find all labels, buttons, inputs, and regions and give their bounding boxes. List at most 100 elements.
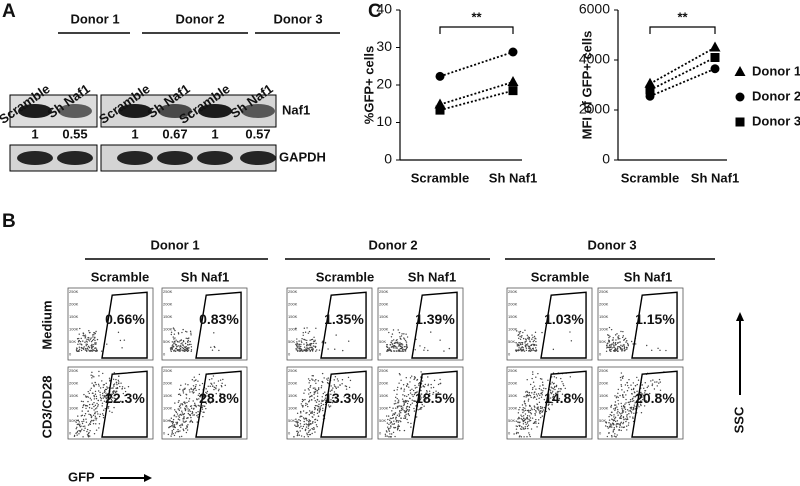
event-dot bbox=[403, 388, 406, 390]
event-dot bbox=[79, 340, 82, 343]
flow-tick: 100K bbox=[599, 406, 609, 411]
event-dot bbox=[619, 341, 621, 343]
event-dot bbox=[188, 337, 190, 339]
event-dot bbox=[612, 431, 614, 433]
event-dot bbox=[555, 385, 558, 388]
event-dot bbox=[395, 416, 397, 419]
flow-tick: 0 bbox=[379, 431, 382, 436]
gate-percentage: 1.35% bbox=[324, 311, 364, 327]
flow-tick: 200K bbox=[288, 381, 298, 386]
event-dot bbox=[625, 420, 627, 423]
event-dot bbox=[321, 372, 324, 375]
marker bbox=[709, 41, 721, 52]
event-dot bbox=[392, 431, 395, 434]
event-dot bbox=[349, 379, 352, 382]
event-dot bbox=[348, 340, 350, 342]
event-dot bbox=[331, 401, 334, 404]
event-dot bbox=[304, 417, 307, 420]
event-dot bbox=[93, 349, 95, 352]
event-dot bbox=[430, 331, 432, 333]
event-dot bbox=[623, 345, 625, 347]
event-dot bbox=[392, 416, 395, 419]
flow-tick: 100K bbox=[69, 327, 79, 332]
event-dot bbox=[316, 398, 319, 401]
event-dot bbox=[401, 344, 404, 346]
flow-tick: 50K bbox=[379, 339, 386, 344]
event-dot bbox=[621, 349, 623, 352]
event-dot bbox=[90, 399, 93, 401]
event-dot bbox=[522, 407, 524, 409]
event-dot bbox=[405, 345, 407, 348]
event-dot bbox=[523, 410, 525, 412]
event-dot bbox=[188, 413, 191, 416]
event-dot bbox=[322, 381, 324, 384]
y-tick-label: 40 bbox=[376, 1, 392, 17]
event-dot bbox=[643, 392, 646, 394]
event-dot bbox=[173, 333, 176, 335]
event-dot bbox=[396, 347, 398, 350]
event-dot bbox=[636, 376, 638, 379]
event-dot bbox=[437, 383, 440, 386]
marker bbox=[435, 71, 445, 81]
event-dot bbox=[537, 393, 540, 395]
event-dot bbox=[83, 420, 85, 422]
event-dot bbox=[528, 415, 531, 417]
event-dot bbox=[629, 416, 631, 418]
event-dot bbox=[296, 433, 299, 435]
flow-tick: 50K bbox=[288, 339, 295, 344]
event-dot bbox=[627, 384, 629, 387]
event-dot bbox=[612, 341, 615, 344]
event-dot bbox=[613, 414, 615, 416]
event-dot bbox=[632, 343, 634, 345]
flow-tick: 200K bbox=[379, 302, 389, 307]
event-dot bbox=[94, 417, 97, 419]
event-dot bbox=[411, 375, 413, 377]
event-dot bbox=[213, 388, 215, 391]
event-dot bbox=[658, 382, 660, 384]
event-dot bbox=[414, 400, 416, 402]
event-dot bbox=[186, 417, 188, 420]
event-dot bbox=[631, 400, 634, 402]
event-dot bbox=[107, 407, 110, 409]
event-dot bbox=[174, 337, 176, 339]
event-dot bbox=[343, 396, 345, 398]
event-dot bbox=[610, 411, 613, 414]
event-dot bbox=[535, 349, 538, 351]
series-line bbox=[649, 56, 716, 91]
event-dot bbox=[423, 405, 425, 407]
event-dot bbox=[174, 329, 176, 332]
event-dot bbox=[122, 392, 125, 395]
event-dot bbox=[532, 340, 535, 343]
event-dot bbox=[307, 344, 309, 346]
event-dot bbox=[630, 388, 633, 391]
event-dot bbox=[85, 347, 87, 350]
event-dot bbox=[124, 395, 126, 397]
event-dot bbox=[526, 379, 528, 381]
event-dot bbox=[619, 337, 621, 340]
event-dot bbox=[337, 380, 339, 382]
event-dot bbox=[105, 396, 107, 399]
event-dot bbox=[183, 421, 185, 423]
event-dot bbox=[569, 331, 571, 333]
event-dot bbox=[411, 402, 414, 404]
event-dot bbox=[419, 345, 421, 347]
legend-label: Donor 1 bbox=[752, 63, 800, 78]
event-dot bbox=[620, 417, 622, 420]
event-dot bbox=[100, 399, 102, 402]
event-dot bbox=[613, 345, 615, 347]
event-dot bbox=[407, 410, 410, 412]
event-dot bbox=[79, 423, 81, 425]
event-dot bbox=[521, 415, 523, 418]
event-dot bbox=[406, 400, 408, 402]
event-dot bbox=[541, 394, 543, 396]
event-dot bbox=[170, 435, 172, 437]
event-dot bbox=[547, 404, 549, 406]
event-dot bbox=[213, 332, 215, 334]
event-dot bbox=[175, 411, 178, 414]
flow-tick: 150K bbox=[508, 393, 518, 398]
event-dot bbox=[624, 403, 626, 405]
event-dot bbox=[524, 344, 527, 347]
event-dot bbox=[318, 387, 320, 389]
event-dot bbox=[550, 386, 552, 388]
event-dot bbox=[187, 408, 189, 410]
